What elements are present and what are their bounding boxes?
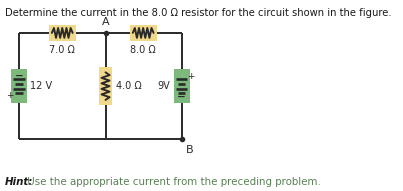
Text: 8.0 Ω: 8.0 Ω [130,45,156,55]
Text: Use the appropriate current from the preceding problem.: Use the appropriate current from the pre… [24,177,320,187]
Text: −: − [177,91,186,101]
Bar [129,25,157,41]
Text: +: + [187,72,195,81]
Bar [174,69,190,103]
Text: 12 V: 12 V [30,81,52,91]
Text: 9V: 9V [158,81,170,91]
Text: +: + [6,91,13,100]
Bar [99,67,112,105]
Text: A: A [102,17,109,27]
Text: B: B [186,145,193,155]
Text: 4.0 Ω: 4.0 Ω [116,81,142,91]
Text: Determine the current in the 8.0 Ω resistor for the circuit shown in the figure.: Determine the current in the 8.0 Ω resis… [4,8,391,18]
Text: −: − [15,71,23,81]
Text: 7.0 Ω: 7.0 Ω [49,45,75,55]
Text: Hint:: Hint: [4,177,33,187]
Bar [49,25,76,41]
Bar [11,69,27,103]
